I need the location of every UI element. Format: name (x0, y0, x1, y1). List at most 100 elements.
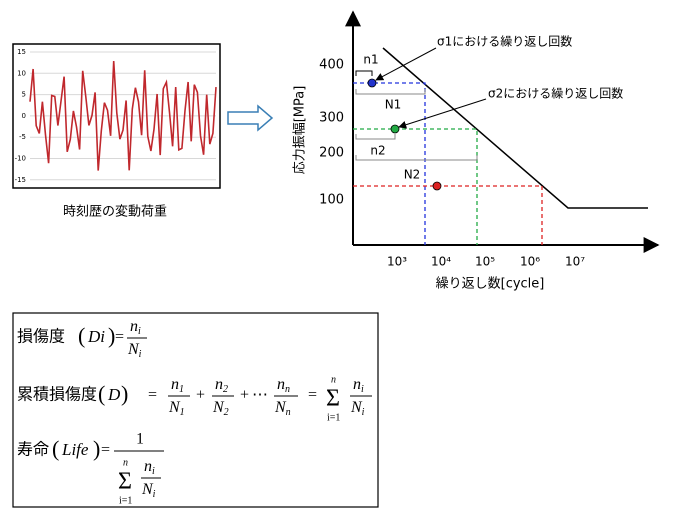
formula-subscript: i (153, 489, 156, 500)
formula-subscript: i (362, 407, 365, 418)
formula-symbol: Ni (141, 481, 156, 501)
formula-text: ⋯ (252, 387, 268, 404)
formula-text: 累積損傷度 (17, 386, 97, 404)
formula-text: i=1 (327, 412, 340, 423)
formula-text: n (123, 457, 128, 468)
n2-bracket (355, 134, 396, 140)
formula-text: 寿命 (17, 441, 49, 459)
formula-subscript: i (139, 349, 142, 360)
formula-symbol: ni (130, 318, 141, 338)
formula-text: Σ (118, 469, 132, 495)
formula-text: i=1 (119, 495, 132, 506)
y-tick-label: -15 (15, 176, 26, 184)
formula-text: ) (108, 323, 115, 348)
y-ticks: 400 300 200 100 (319, 58, 344, 208)
formula-symbol: Nn (274, 399, 291, 419)
sigma1-guide (353, 82, 426, 245)
formula-symbol: N1 (168, 399, 185, 419)
formula-letter: n (353, 376, 361, 393)
N1-bracket (355, 89, 426, 95)
formula-text: Di (87, 327, 105, 346)
formula-text: Life (61, 440, 89, 459)
x-tick-label: 10⁷ (565, 255, 585, 269)
x-tick-label: 10³ (387, 255, 407, 269)
sigma3-guide (353, 185, 543, 245)
N2-label: N2 (404, 168, 421, 182)
y-tick-label: -5 (19, 133, 26, 141)
formula-subscript: n (286, 407, 291, 418)
x-tick-label: 10⁵ (475, 255, 495, 269)
formula-letter: N (274, 399, 287, 416)
annotation-arrow (375, 47, 437, 81)
y-tick-label: 5 (22, 91, 26, 99)
x-tick-label: 10⁴ (431, 255, 451, 269)
x-tick-label: 10⁶ (520, 255, 540, 269)
n1-label: n1 (363, 53, 378, 67)
y-tick-label: 300 (319, 111, 344, 126)
formula-letter: N (127, 341, 140, 358)
N2-bracket (355, 155, 478, 161)
formula-subscript: 2 (223, 384, 228, 395)
formula-text: D (107, 385, 121, 404)
y-tick-label: 200 (319, 146, 344, 161)
formula-letter: n (130, 318, 138, 335)
formula-subscript: i (152, 466, 155, 477)
y-tick-label: 400 (319, 58, 344, 73)
formula-subscript: i (361, 384, 364, 395)
y-tick-label: 0 (22, 112, 26, 120)
formula-letter: N (168, 399, 181, 416)
y-tick-label: -10 (15, 155, 26, 163)
x-axis-label: 繰り返し数[cycle] (436, 277, 545, 292)
sigma1-point (367, 78, 377, 88)
formula-symbol: N2 (212, 399, 229, 419)
formula-letter: N (212, 399, 225, 416)
formula-text: ) (121, 381, 128, 406)
formula-letter: n (215, 376, 223, 393)
formula-symbol: Ni (127, 341, 142, 361)
formula-letter: n (144, 458, 152, 475)
formula-symbol: Ni (350, 399, 365, 419)
formula-text: ( (52, 436, 59, 461)
n1-bracket (355, 70, 373, 76)
formula-text: = (115, 329, 124, 346)
formula-symbol: n1 (171, 376, 184, 396)
formula-text: 損傷度 (17, 328, 65, 346)
x-ticks: 10³ 10⁴ 10⁵ 10⁶ 10⁷ (387, 255, 585, 269)
load-wave (29, 60, 217, 171)
annotation-arrow (398, 98, 487, 129)
load-caption: 時刻歴の変動荷重 (63, 204, 167, 220)
y-tick-label: 100 (319, 193, 344, 208)
formula-letter: N (350, 399, 363, 416)
annotation: σ2における繰り返し回数 (488, 86, 623, 101)
formula-text: Σ (326, 386, 340, 412)
sigma2-point (390, 124, 400, 134)
N1-label: N1 (385, 98, 402, 112)
formula-text: = (308, 387, 317, 404)
formula-box (12, 312, 379, 508)
formula-text: ( (78, 323, 85, 348)
formula-text: + (240, 387, 249, 404)
y-axis-label: 応力振幅[MPa] (293, 86, 308, 175)
y-tick-label: 10 (17, 69, 26, 77)
formula-text: n (331, 374, 336, 385)
formula-symbol: ni (353, 376, 364, 396)
sn-diagram: n1 N1 n2 N2 σ1における繰り返し回数 σ2における繰り返し回数 40… (293, 10, 660, 292)
n2-label: n2 (370, 144, 385, 158)
formula-subscript: 1 (180, 407, 185, 418)
formula-text: ) (93, 436, 100, 461)
formula-subscript: 1 (179, 384, 184, 395)
formula-text: ( (98, 381, 105, 406)
formula-text: + (196, 387, 205, 404)
y-tick-label: 15 (17, 48, 26, 56)
flow-arrow (227, 104, 274, 132)
annotation: σ1における繰り返し回数 (437, 34, 572, 49)
formula-symbol: nn (277, 376, 290, 396)
formula-text: = (148, 387, 157, 404)
formula-symbol: n2 (215, 376, 228, 396)
formula-letter: n (277, 376, 285, 393)
formula-subscript: i (138, 326, 141, 337)
